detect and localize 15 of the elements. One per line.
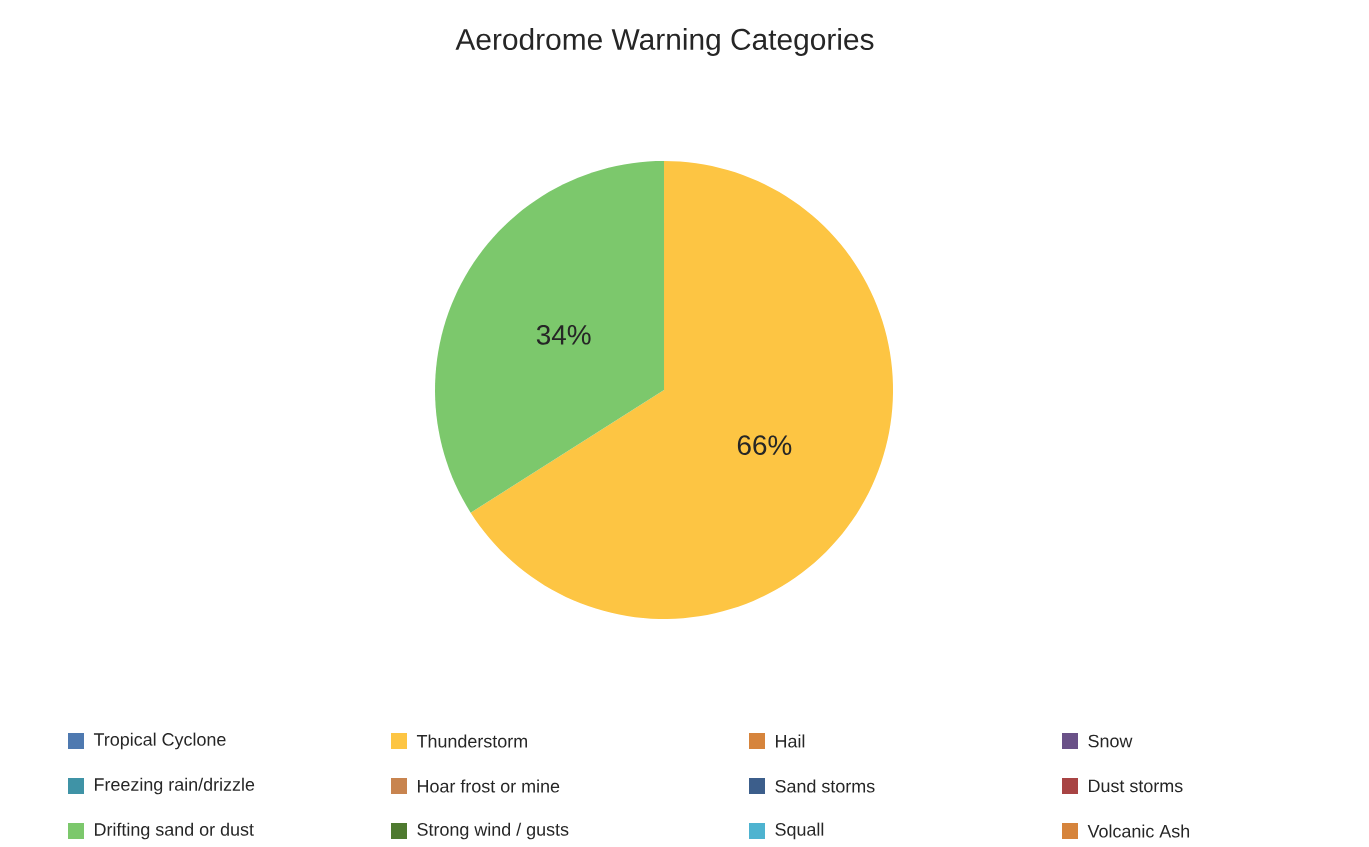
- legend-label: Freezing rain/drizzle: [94, 777, 255, 795]
- chart-title: Aerodrome Warning Categories: [455, 28, 874, 56]
- legend-label: Squall: [775, 822, 824, 840]
- legend-label: Drifting sand or dust: [94, 822, 254, 840]
- legend-label: Strong wind / gusts: [417, 822, 569, 840]
- legend-label: Hail: [776, 734, 805, 748]
- legend-label: Thunderstorm: [416, 734, 527, 748]
- legend-label: Snow: [1088, 734, 1133, 748]
- legend-label: Hoar frost or mine: [418, 779, 560, 793]
- legend-label: Tropical Cyclone: [93, 732, 226, 750]
- legend-label: Volcanic Ash: [1087, 824, 1190, 838]
- legend-label: Dust storms: [1089, 779, 1183, 793]
- data-label: 34%: [536, 324, 591, 345]
- legend-label: Sand storms: [775, 779, 875, 793]
- data-label: 66%: [737, 435, 792, 456]
